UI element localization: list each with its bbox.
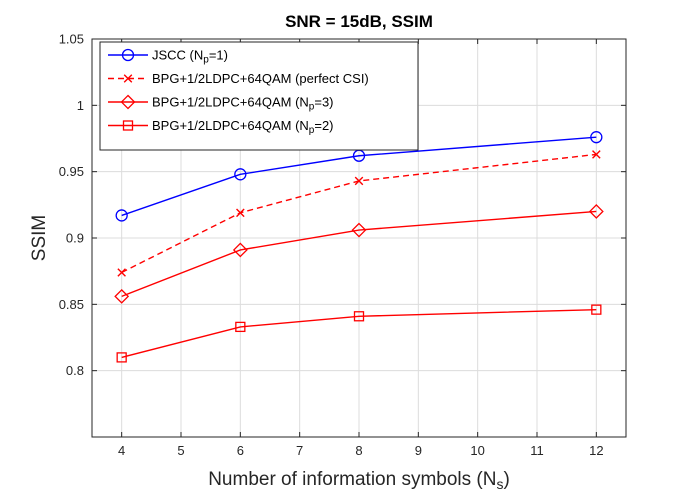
series-bpg-np2 [116, 304, 602, 363]
series-layer [114, 131, 604, 363]
legend-marker-bpg-np3 [120, 94, 136, 110]
data-point-bpg-np3 [114, 288, 130, 304]
x-tick-label: 9 [415, 443, 422, 458]
series-line-bpg-np3 [121, 210, 597, 298]
legend-label-bpg-np3: BPG+1/2LDPC+64QAM (Np=3) [152, 95, 334, 113]
data-point-jscc [590, 131, 603, 144]
legend-label-subscript: p [203, 55, 209, 66]
legend-label-bpg-np2: BPG+1/2LDPC+64QAM (Np=2) [152, 118, 334, 136]
x-tick-label: 7 [296, 443, 303, 458]
data-point-bpg-perfect-csi [236, 208, 245, 218]
x-tick-label: 4 [118, 443, 125, 458]
x-tick-label: 5 [177, 443, 184, 458]
y-tick-label: 0.85 [59, 297, 84, 312]
data-point-bpg-perfect-csi [592, 150, 601, 159]
legend-box [99, 41, 419, 151]
y-tick-label: 0.95 [59, 164, 84, 179]
legend-label-main: BPG+1/2LDPC+64QAM (N [152, 118, 309, 133]
x-axis-title-main: Number of information symbols (N [208, 469, 496, 490]
legend-label-main: JSCC (N [152, 48, 203, 63]
x-tick-label: 11 [530, 443, 544, 458]
data-point-bpg-np3 [588, 204, 604, 219]
y-tick-label: 1.05 [59, 32, 84, 47]
legend-item-bpg-np3: BPG+1/2LDPC+64QAM (Np=3) [108, 95, 334, 113]
legend-item-bpg-perfect-csi: BPG+1/2LDPC+64QAM (perfect CSI) [108, 71, 369, 86]
data-point-bpg-np2 [591, 304, 602, 315]
series-line-bpg-np2 [121, 308, 597, 359]
y-tick-label: 1 [77, 98, 84, 113]
data-point-bpg-np2 [353, 311, 365, 322]
series-line-bpg-perfect-csi [121, 153, 597, 274]
y-tick-label: 0.9 [66, 231, 84, 246]
ticks: 4 5 6 7 8 9 10 11 12 0.8 0.85 0.9 0.95 1 1.05 [59, 32, 626, 458]
y-axis-title: SSIM [29, 215, 50, 261]
data-point-jscc [234, 168, 247, 181]
legend-label-subscript: p [309, 102, 315, 113]
x-axis-title: Number of information symbols (Ns) [208, 469, 510, 492]
legend-label-subscript: p [309, 125, 315, 136]
data-point-bpg-perfect-csi [117, 268, 126, 277]
data-point-jscc [115, 209, 128, 222]
legend-marker-bpg-perfect-csi [123, 74, 133, 83]
legend-label-main: BPG+1/2LDPC+64QAM (perfect CSI) [152, 71, 369, 86]
legend-label-end: =2) [314, 118, 333, 133]
y-tick-label: 0.8 [66, 363, 84, 378]
legend: JSCC (Np=1)BPG+1/2LDPC+64QAM (perfect CS… [99, 41, 419, 151]
legend-label-end: =1) [209, 48, 228, 63]
x-tick-label: 12 [589, 443, 603, 458]
x-tick-label: 10 [470, 443, 484, 458]
data-point-bpg-perfect-csi [354, 176, 364, 186]
legend-label-end: =3) [314, 95, 333, 110]
data-point-bpg-np2 [116, 352, 127, 363]
series-line-jscc [121, 136, 597, 217]
data-point-bpg-np2 [235, 321, 246, 333]
legend-marker-jscc [121, 48, 135, 62]
series-bpg-perfect-csi [117, 150, 601, 277]
data-point-bpg-np3 [351, 222, 367, 238]
series-jscc [115, 131, 603, 222]
data-point-bpg-np3 [232, 242, 248, 258]
series-bpg-np3 [114, 204, 604, 304]
chart-title: SNR = 15dB, SSIM [285, 12, 433, 31]
legend-marker-bpg-np2 [122, 120, 134, 131]
x-tick-label: 8 [355, 443, 362, 458]
x-tick-label: 6 [237, 443, 244, 458]
legend-item-bpg-np2: BPG+1/2LDPC+64QAM (Np=2) [108, 118, 334, 136]
legend-label-jscc: JSCC (Np=1) [152, 48, 228, 66]
legend-label-main: BPG+1/2LDPC+64QAM (N [152, 95, 309, 110]
x-axis-title-end: ) [503, 469, 509, 490]
x-axis-title-subscript: s [496, 476, 503, 492]
legend-label-bpg-perfect-csi: BPG+1/2LDPC+64QAM (perfect CSI) [152, 71, 369, 86]
legend-item-jscc: JSCC (Np=1) [108, 48, 228, 66]
